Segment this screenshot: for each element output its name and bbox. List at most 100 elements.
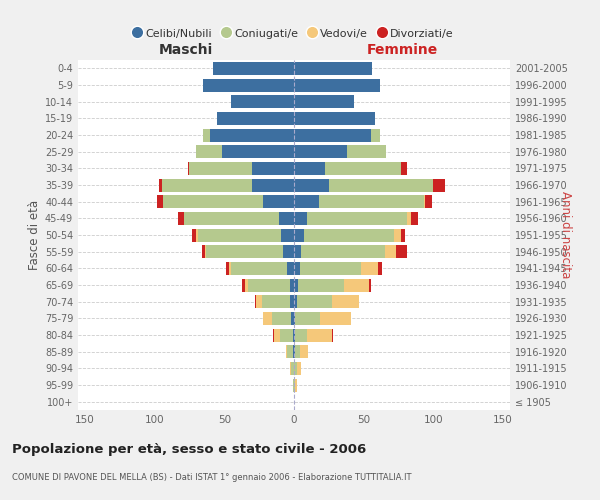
Bar xyxy=(295,312,320,325)
Bar xyxy=(190,162,252,175)
Bar xyxy=(433,178,445,192)
Bar xyxy=(293,378,294,392)
Bar xyxy=(294,295,297,308)
Bar xyxy=(205,245,206,258)
Bar xyxy=(299,262,361,275)
Bar xyxy=(159,178,161,192)
Bar xyxy=(290,278,294,291)
Bar xyxy=(294,345,295,358)
Bar xyxy=(298,278,344,291)
Bar xyxy=(369,278,371,291)
Text: Femmine: Femmine xyxy=(367,42,437,56)
Bar xyxy=(211,128,294,141)
Bar xyxy=(297,362,301,375)
Bar xyxy=(294,212,307,225)
Bar xyxy=(332,328,333,342)
Bar xyxy=(294,78,380,92)
Bar xyxy=(196,145,221,158)
Bar xyxy=(329,178,433,192)
Bar xyxy=(256,295,262,308)
Bar xyxy=(203,128,211,141)
Bar xyxy=(295,345,299,358)
Bar xyxy=(294,145,347,158)
Bar xyxy=(294,312,295,325)
Bar xyxy=(294,245,301,258)
Bar xyxy=(301,245,385,258)
Bar xyxy=(188,162,190,175)
Bar xyxy=(411,212,418,225)
Bar xyxy=(161,178,252,192)
Bar xyxy=(294,112,375,125)
Bar xyxy=(320,312,351,325)
Bar xyxy=(248,278,290,291)
Bar xyxy=(294,95,354,108)
Bar xyxy=(283,245,294,258)
Bar xyxy=(425,195,432,208)
Bar xyxy=(245,278,248,291)
Text: Maschi: Maschi xyxy=(159,42,213,56)
Bar xyxy=(401,228,406,241)
Bar xyxy=(294,262,299,275)
Bar xyxy=(295,378,297,392)
Bar xyxy=(203,78,294,92)
Bar xyxy=(332,295,359,308)
Bar xyxy=(202,245,205,258)
Bar xyxy=(280,328,293,342)
Bar xyxy=(287,345,293,358)
Bar xyxy=(192,228,196,241)
Bar xyxy=(294,178,329,192)
Bar xyxy=(281,228,294,241)
Bar xyxy=(385,245,396,258)
Bar xyxy=(231,95,294,108)
Bar xyxy=(252,178,294,192)
Bar xyxy=(294,62,372,75)
Bar xyxy=(294,378,295,392)
Bar xyxy=(307,328,332,342)
Bar xyxy=(274,328,280,342)
Bar xyxy=(206,245,283,258)
Bar xyxy=(291,312,294,325)
Bar xyxy=(295,328,307,342)
Bar xyxy=(294,162,325,175)
Text: COMUNE DI PAVONE DEL MELLA (BS) - Dati ISTAT 1° gennaio 2006 - Elaborazione TUTT: COMUNE DI PAVONE DEL MELLA (BS) - Dati I… xyxy=(12,472,412,482)
Bar xyxy=(396,245,407,258)
Bar xyxy=(221,145,294,158)
Bar xyxy=(294,228,304,241)
Bar xyxy=(371,128,380,141)
Bar xyxy=(294,278,298,291)
Bar xyxy=(407,212,411,225)
Bar xyxy=(184,212,278,225)
Bar xyxy=(344,278,369,291)
Bar xyxy=(293,345,294,358)
Bar xyxy=(347,145,386,158)
Bar xyxy=(361,262,377,275)
Bar xyxy=(263,312,272,325)
Bar xyxy=(278,212,294,225)
Bar xyxy=(255,295,256,308)
Bar xyxy=(297,295,332,308)
Bar xyxy=(286,345,287,358)
Bar xyxy=(252,162,294,175)
Bar xyxy=(307,212,407,225)
Bar xyxy=(157,195,163,208)
Bar xyxy=(319,195,424,208)
Bar xyxy=(231,262,287,275)
Bar xyxy=(294,362,297,375)
Bar xyxy=(229,262,231,275)
Bar xyxy=(242,278,245,291)
Bar xyxy=(273,328,274,342)
Bar xyxy=(262,295,290,308)
Bar xyxy=(290,362,291,375)
Bar xyxy=(299,345,308,358)
Bar xyxy=(272,312,291,325)
Bar xyxy=(377,262,382,275)
Bar xyxy=(198,228,281,241)
Bar xyxy=(424,195,425,208)
Bar xyxy=(226,262,229,275)
Bar xyxy=(294,128,371,141)
Bar xyxy=(401,162,407,175)
Bar xyxy=(217,112,294,125)
Bar xyxy=(325,162,401,175)
Bar xyxy=(196,228,198,241)
Bar xyxy=(163,195,263,208)
